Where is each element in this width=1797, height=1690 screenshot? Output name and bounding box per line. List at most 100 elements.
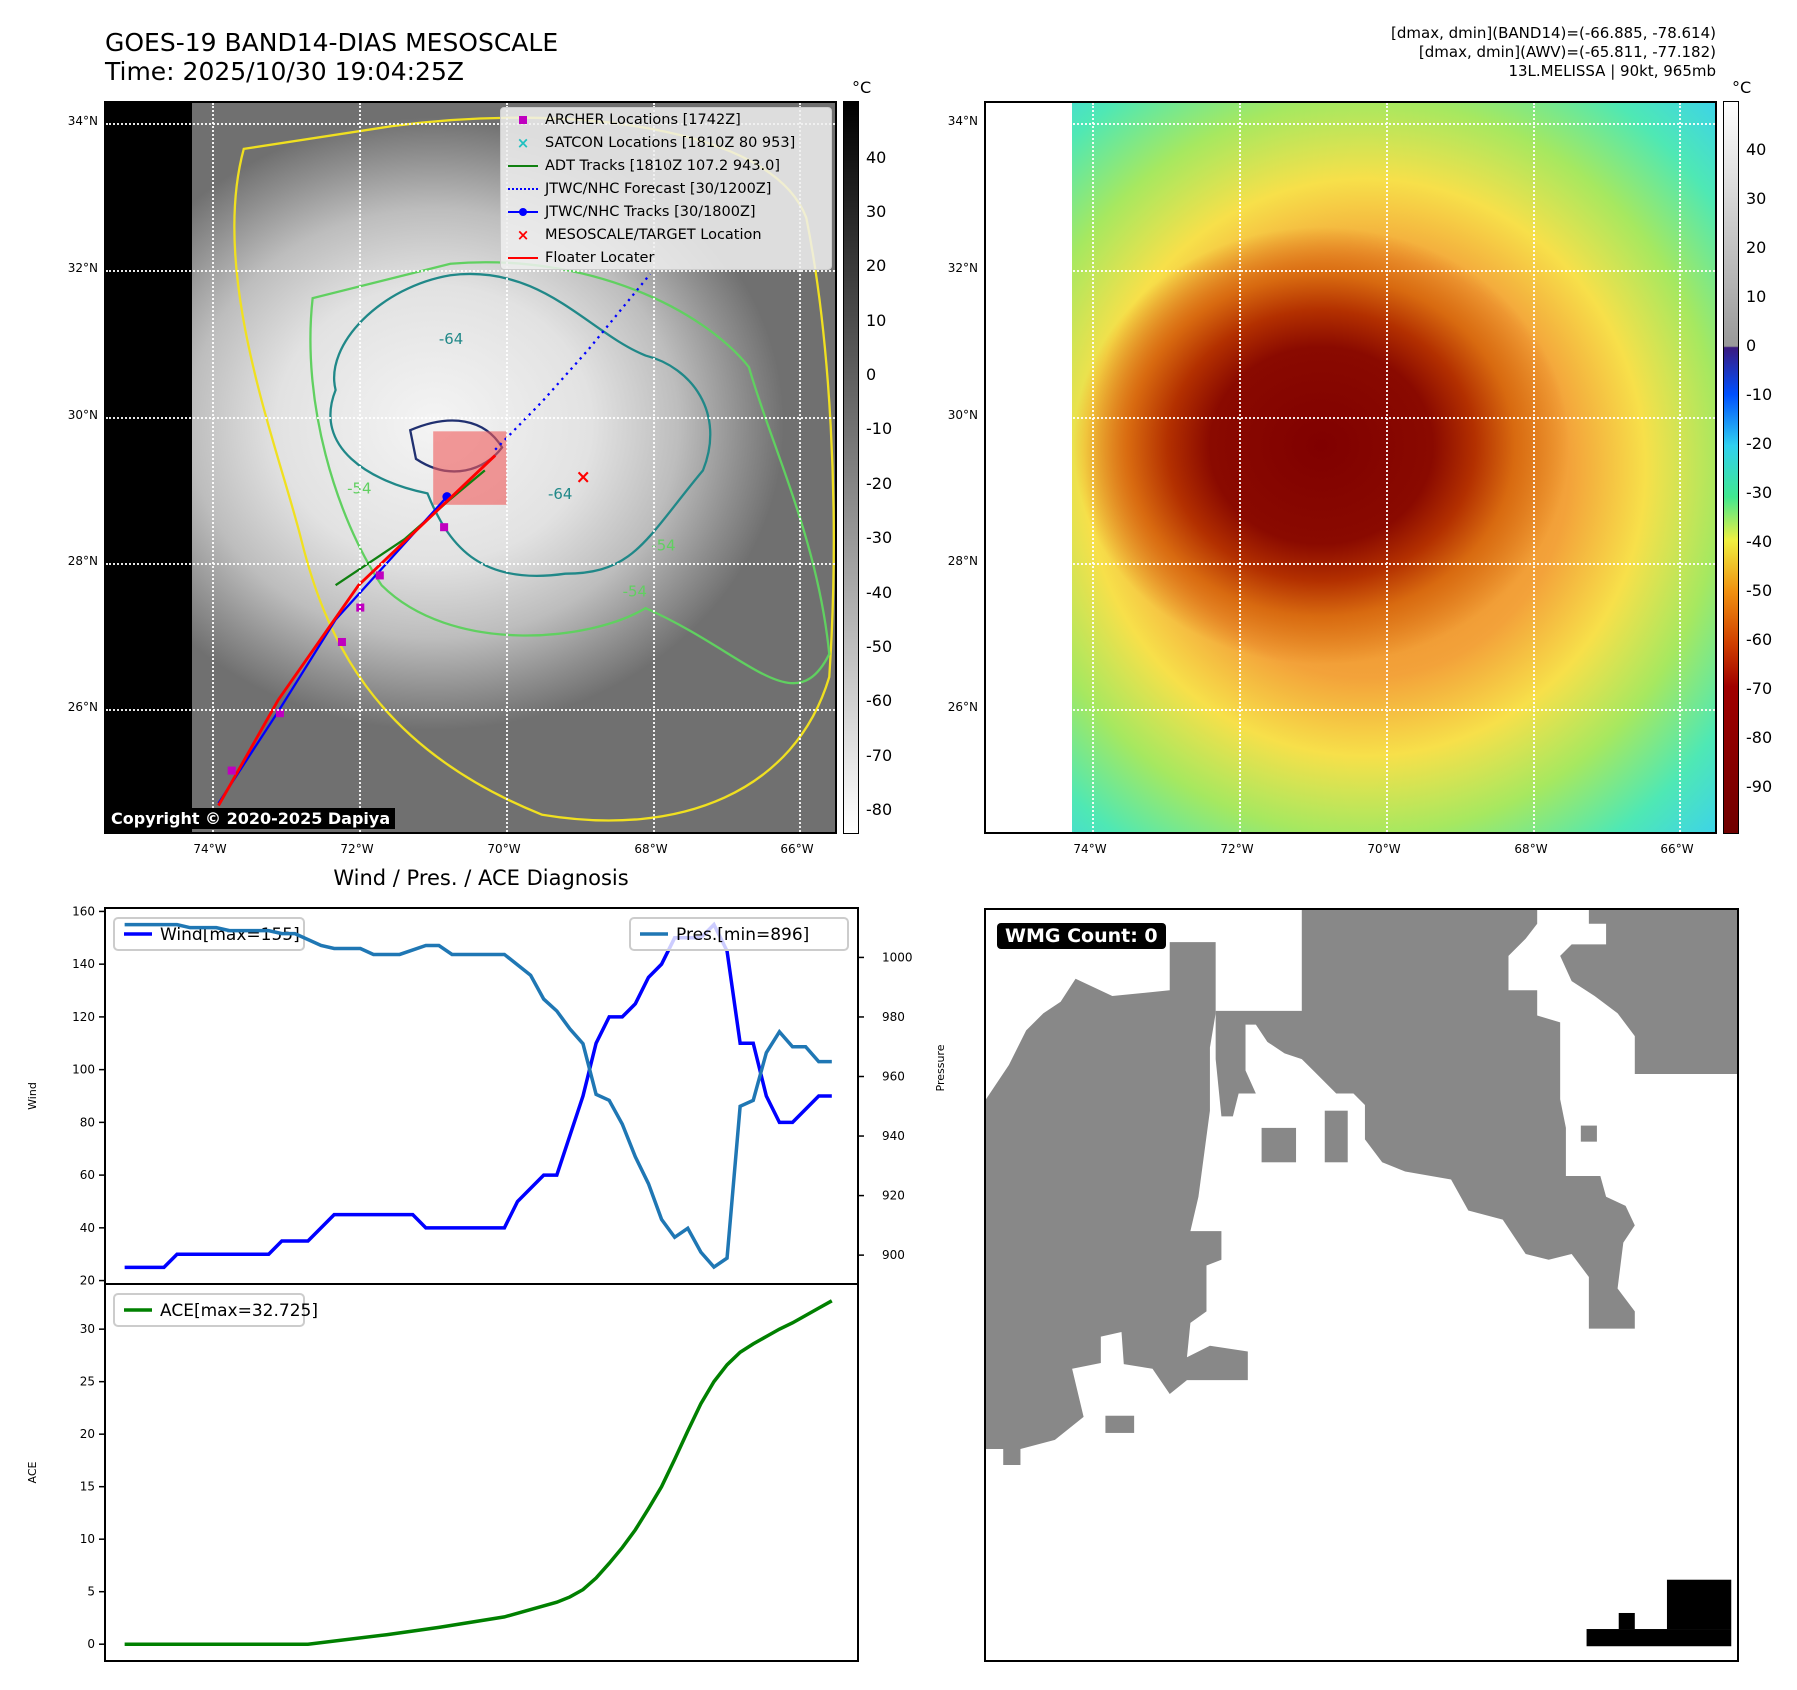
colorbar-tick-label: -70	[866, 745, 893, 765]
lat-tick-label: 30°N	[67, 408, 98, 422]
plot-frame	[104, 1283, 859, 1662]
copyright-label: Copyright © 2020-2025 Dapiya	[106, 808, 396, 829]
lon-tick-label: 72°W	[340, 842, 374, 856]
lon-tick-label: 66°W	[1660, 842, 1694, 856]
map-overlay: -64 -64 -54 -54 -54 ×	[217, 116, 835, 822]
y-tick-label: 30	[80, 1322, 95, 1336]
y-tick-label: 40	[80, 1221, 95, 1235]
y-tick-label: 0	[87, 1637, 95, 1651]
y-right-tick-label: 920	[882, 1189, 905, 1203]
y-tick-label: 60	[80, 1168, 95, 1182]
colorbar-tick-label: 20	[866, 256, 887, 276]
lon-tick-label: 74°W	[193, 842, 227, 856]
colorbar-tick-label: -90	[1746, 776, 1773, 796]
target-location-marker: ×	[576, 467, 591, 488]
colorbar-tick-label: 20	[1746, 238, 1767, 258]
contour-label: -54	[651, 537, 675, 555]
colorbar-tick-label: -50	[866, 636, 893, 656]
colorbar-tick-label: -30	[866, 528, 893, 548]
legend-item: Floater Locater	[501, 246, 831, 269]
legend-item: ARCHER Locations [1742Z]	[501, 108, 831, 131]
lon-tick-label: 70°W	[1367, 842, 1401, 856]
band14-range: [dmax, dmin](BAND14)=(-66.885, -78.614)	[1391, 24, 1716, 42]
y-tick-label: 100	[72, 1063, 95, 1077]
y-tick-label: 140	[72, 957, 95, 971]
legend-box	[113, 1293, 305, 1327]
y-tick-label: 10	[80, 1532, 95, 1546]
y-right-tick-label: 1000	[882, 950, 913, 964]
figure-title: GOES-19 BAND14-DIAS MESOSCALE Time: 2025…	[105, 28, 558, 86]
colorbar-tick-label: 40	[1746, 140, 1767, 160]
lon-tick-label: 68°W	[1514, 842, 1548, 856]
colorbar-tick-label: -70	[1746, 678, 1773, 698]
colorbar-tick-label: 0	[866, 365, 877, 385]
colorbar-left	[843, 101, 859, 834]
y-axis-label: ACE	[26, 1461, 39, 1483]
colorbar-tick-label: -50	[1746, 580, 1773, 600]
colorbar-tick-label: 0	[1746, 336, 1757, 356]
y-right-axis-label: Pressure	[934, 1044, 947, 1091]
wmg-mask	[986, 910, 1737, 1647]
lon-tick-label: 74°W	[1073, 842, 1107, 856]
lon-tick-label: 72°W	[1220, 842, 1254, 856]
colorbar-left-unit: °C	[852, 78, 872, 97]
map-legend: ARCHER Locations [1742Z] × SATCON Location…	[500, 107, 832, 270]
contour-green	[309, 261, 831, 685]
lat-tick-label: 26°N	[947, 700, 978, 714]
jtwc-track	[217, 496, 448, 804]
colorbar-tick-label: 10	[1746, 287, 1767, 307]
y-tick-label: 120	[72, 1010, 95, 1024]
colorbar-tick-label: -20	[1746, 434, 1773, 453]
series-line-wind	[124, 921, 832, 1270]
legend-label: SATCON Locations [1810Z 80 953]	[545, 134, 796, 151]
colorbar-tick-label: 30	[1746, 189, 1767, 209]
lat-tick-label: 32°N	[947, 261, 978, 275]
legend-symbol-icon: ×	[516, 133, 530, 152]
colorbar-right	[1723, 101, 1739, 834]
mask-region	[1215, 910, 1635, 1329]
title-time: Time: 2025/10/30 19:04:25Z	[105, 57, 464, 86]
colorbar-tick-label: -60	[1746, 629, 1773, 649]
colorbar-tick-label: -10	[1746, 385, 1773, 405]
contour-teal	[329, 272, 712, 578]
legend-symbol-icon	[501, 115, 545, 124]
y-tick-label: 20	[80, 1274, 95, 1288]
lon-tick-label: 68°W	[634, 842, 668, 856]
lat-tick-label: 28°N	[947, 554, 978, 568]
legend-symbol-icon	[501, 164, 545, 167]
legend-label: ACE[max=32.725]	[160, 1301, 318, 1321]
awv-range: [dmax, dmin](AWV)=(-65.811, -77.182)	[1418, 43, 1716, 61]
legend-label: ADT Tracks [1810Z 107.2 943.0]	[545, 157, 781, 174]
legend-item: × SATCON Locations [1810Z 80 953]	[501, 131, 831, 154]
colorbar-right-unit: °C	[1732, 78, 1752, 97]
jtwc-forecast-track	[494, 273, 652, 451]
legend-label: JTWC/NHC Forecast [30/1200Z]	[545, 180, 772, 197]
lat-tick-label: 34°N	[67, 114, 98, 128]
y-tick-label: 80	[80, 1115, 95, 1129]
y-right-tick-label: 900	[882, 1248, 905, 1262]
contour-label: -64	[548, 485, 572, 503]
y-tick-label: 25	[80, 1375, 95, 1389]
legend-label: Pres.[min=896]	[676, 925, 809, 945]
y-tick-label: 160	[72, 904, 95, 918]
y-axis-label: Wind	[26, 1082, 39, 1110]
colorbar-tick-label: -20	[866, 473, 893, 493]
no-data-strip	[986, 103, 1072, 832]
mask-region	[1560, 910, 1737, 1074]
legend-label: ARCHER Locations [1742Z]	[545, 111, 741, 128]
legend-label: MESOSCALE/TARGET Location	[545, 226, 762, 243]
awv-color-map	[984, 101, 1717, 834]
legend-symbol-icon	[501, 187, 545, 190]
y-right-tick-label: 980	[882, 1010, 905, 1024]
lat-tick-label: 30°N	[947, 408, 978, 422]
y-tick-label: 5	[87, 1585, 95, 1599]
wmg-panel	[984, 908, 1739, 1662]
legend-symbol-icon	[501, 256, 545, 259]
y-right-tick-label: 960	[882, 1070, 905, 1084]
legend-item: ADT Tracks [1810Z 107.2 943.0]	[501, 154, 831, 177]
colorbar-tick-label: -60	[866, 691, 893, 711]
lon-tick-label: 70°W	[487, 842, 521, 856]
info-text: [dmax, dmin](BAND14)=(-66.885, -78.614) …	[1391, 24, 1716, 81]
colorbar-tick-label: 40	[866, 147, 887, 167]
